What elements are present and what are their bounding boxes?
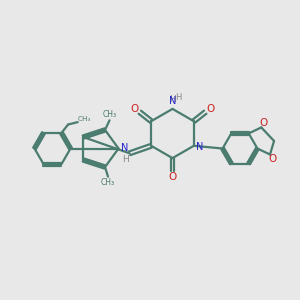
Text: O: O bbox=[168, 172, 177, 182]
Text: N: N bbox=[196, 142, 203, 152]
Text: H: H bbox=[175, 93, 181, 102]
Text: O: O bbox=[259, 118, 268, 128]
Text: CH₃: CH₃ bbox=[103, 110, 117, 119]
Text: H: H bbox=[169, 95, 176, 104]
Text: N: N bbox=[121, 143, 128, 153]
Text: O: O bbox=[268, 154, 276, 164]
Text: CH₃: CH₃ bbox=[101, 178, 115, 187]
Text: CH₃: CH₃ bbox=[78, 116, 91, 122]
Text: O: O bbox=[206, 104, 215, 115]
Text: H: H bbox=[123, 155, 129, 164]
Text: O: O bbox=[130, 104, 139, 115]
Text: N: N bbox=[169, 96, 176, 106]
